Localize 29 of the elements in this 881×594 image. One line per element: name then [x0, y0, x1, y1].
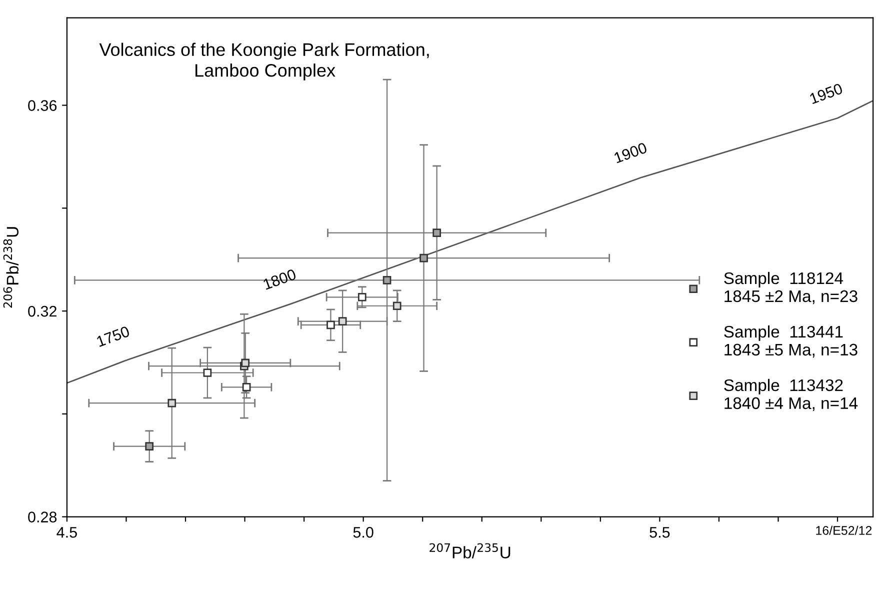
point	[242, 382, 251, 392]
text: 16/E52/12	[816, 526, 872, 535]
point	[326, 320, 335, 330]
y-axis-title: $^{206}$Pb/$^{238}$U	[3, 227, 19, 308]
point	[358, 292, 366, 302]
x-axis-title: $^{207}$Pb/$^{235}$U	[430, 543, 510, 558]
point	[241, 358, 250, 368]
legend-label: Sample 113441 1843 ±5 Ma, n=13	[724, 325, 858, 358]
y-tick-label: 0.28	[28, 512, 57, 522]
annotation: 1950	[809, 82, 844, 104]
point	[420, 254, 428, 262]
x-tick-label: 4.5	[56, 527, 77, 538]
point	[392, 302, 402, 310]
text: Volcanics of the Koongie Park Formation, Lamboo Complex	[99, 42, 429, 80]
annotation: 1900	[614, 142, 648, 164]
point	[382, 276, 392, 284]
x-tick-label: 5.0	[353, 526, 374, 538]
annotation: 1800	[262, 268, 297, 290]
annotation: 1750	[96, 326, 130, 347]
point	[145, 442, 154, 450]
y-tick-label: 0.36	[28, 100, 57, 111]
point	[338, 317, 347, 326]
y-tick-label: 0.32	[28, 306, 56, 317]
legend-label: Sample 118124 1845 ±2 Ma, n=23	[724, 272, 858, 304]
point	[168, 398, 176, 408]
x-tick-label: 5.5	[650, 527, 670, 538]
point	[432, 228, 441, 238]
legend-label: Sample 113432 1840 ±4 Ma, n=14	[724, 378, 858, 412]
point	[203, 368, 212, 377]
